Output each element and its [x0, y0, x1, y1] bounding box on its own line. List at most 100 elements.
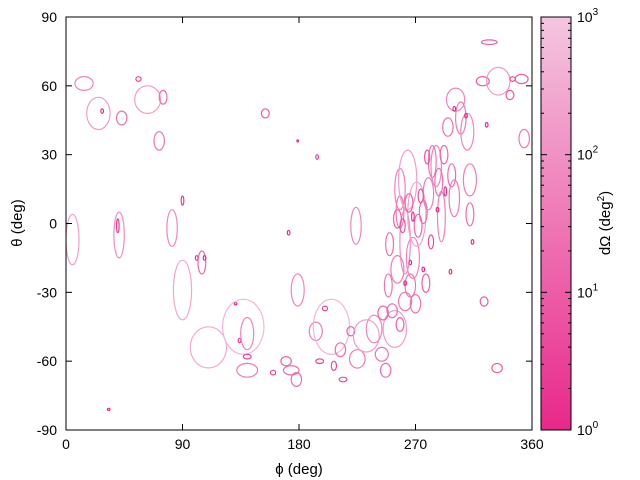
error-ellipse-81 — [452, 105, 457, 112]
error-ellipse-80 — [464, 112, 468, 119]
error-ellipse-49 — [386, 303, 398, 319]
x-axis: 0 90 180 270 360 — [62, 17, 544, 452]
error-ellipse-56 — [399, 209, 411, 275]
error-ellipse-77 — [460, 112, 475, 151]
error-ellipse-5 — [115, 110, 128, 126]
error-ellipse-9 — [134, 85, 162, 114]
error-ellipse-103 — [443, 186, 448, 197]
error-ellipse-22 — [240, 316, 255, 351]
error-ellipse-64 — [409, 293, 422, 314]
error-ellipse-30 — [290, 372, 303, 388]
x-tick-label: 180 — [287, 436, 311, 452]
error-ellipse-70 — [434, 167, 444, 197]
error-ellipse-85 — [480, 39, 498, 46]
y-tick-label: -60 — [37, 353, 57, 369]
error-ellipse-58 — [407, 181, 427, 248]
error-ellipse-4 — [106, 407, 111, 412]
error-ellipse-11 — [153, 131, 165, 151]
y-axis-label: θ (deg) — [9, 199, 26, 247]
error-ellipse-97 — [427, 234, 435, 250]
error-ellipse-12 — [166, 209, 178, 248]
error-ellipse-29 — [282, 365, 300, 376]
error-ellipse-101 — [408, 259, 413, 266]
error-ellipse-100 — [377, 305, 389, 321]
error-ellipse-59 — [404, 193, 414, 213]
ellipse-layer — [66, 39, 530, 412]
x-tick-label: 0 — [62, 436, 70, 452]
error-ellipse-48 — [382, 310, 408, 349]
error-ellipse-34 — [315, 358, 325, 365]
y-tick-label: 60 — [41, 78, 57, 94]
error-ellipse-67 — [424, 149, 431, 165]
error-ellipse-37 — [321, 305, 329, 312]
error-ellipse-63 — [398, 291, 413, 312]
error-ellipse-74 — [448, 179, 461, 218]
error-ellipse-71 — [439, 144, 449, 165]
colorbar-axis: 103 102 101 100 — [541, 7, 599, 438]
error-ellipse-82 — [470, 238, 475, 245]
error-ellipse-1 — [74, 75, 94, 91]
x-axis-label: ϕ (deg) — [275, 461, 323, 478]
error-ellipse-102 — [435, 206, 440, 213]
error-ellipse-26 — [269, 369, 277, 376]
error-ellipse-92 — [518, 128, 530, 149]
error-ellipse-38 — [330, 360, 338, 371]
error-ellipse-79 — [465, 202, 475, 227]
colorbar — [541, 17, 571, 430]
error-ellipse-98 — [421, 273, 431, 293]
error-ellipse-106 — [448, 268, 453, 275]
error-ellipse-40 — [338, 376, 348, 383]
x-tick-label: 90 — [175, 436, 191, 452]
error-ellipse-50 — [383, 273, 393, 298]
error-ellipse-54 — [394, 167, 406, 211]
error-ellipse-39 — [334, 342, 347, 358]
error-ellipse-57 — [405, 236, 420, 280]
colorbar-tick-label: 102 — [577, 145, 599, 163]
error-ellipse-7 — [113, 211, 125, 259]
error-ellipse-0 — [66, 213, 80, 266]
colorbar-tick-label: 100 — [577, 420, 599, 438]
error-ellipse-87 — [491, 362, 503, 374]
error-ellipse-25 — [260, 108, 270, 119]
error-ellipse-73 — [447, 163, 457, 188]
error-ellipse-78 — [462, 163, 477, 197]
error-ellipse-60 — [413, 213, 423, 238]
error-ellipse-94 — [399, 218, 406, 234]
y-tick-label: 0 — [49, 216, 57, 232]
error-ellipse-84 — [484, 121, 489, 128]
error-ellipse-32 — [290, 273, 305, 307]
error-ellipse-96 — [411, 211, 415, 222]
error-ellipse-21 — [222, 298, 265, 355]
error-ellipse-52 — [385, 232, 395, 257]
error-ellipse-18 — [189, 326, 228, 369]
error-ellipse-28 — [286, 229, 291, 236]
error-ellipse-33 — [315, 154, 320, 160]
colorbar-tick-label: 101 — [577, 282, 599, 300]
error-ellipse-105 — [403, 280, 408, 287]
error-ellipse-19 — [233, 302, 238, 306]
error-ellipse-89 — [505, 89, 515, 101]
colorbar-frame — [540, 16, 572, 431]
colorbar-label: dΩ (deg2) — [596, 191, 614, 255]
error-ellipse-6 — [115, 218, 120, 234]
error-ellipse-86 — [479, 296, 489, 307]
error-ellipse-91 — [514, 73, 529, 85]
error-ellipse-104 — [421, 266, 426, 273]
error-ellipse-17 — [202, 254, 207, 261]
error-ellipse-27 — [280, 356, 292, 367]
error-ellipse-2 — [86, 96, 111, 131]
y-tick-label: 30 — [41, 147, 57, 163]
error-ellipse-23 — [236, 362, 259, 378]
error-ellipse-31 — [296, 139, 300, 143]
error-ellipse-8 — [135, 76, 142, 82]
error-ellipse-51 — [390, 254, 405, 284]
error-ellipse-42 — [346, 326, 356, 337]
error-ellipse-72 — [442, 117, 454, 137]
error-ellipse-14 — [180, 195, 185, 206]
error-ellipse-13 — [172, 259, 193, 321]
error-ellipse-10 — [158, 89, 168, 105]
y-tick-label: 90 — [41, 9, 57, 25]
error-ellipse-43 — [348, 349, 366, 369]
y-tick-label: -30 — [37, 284, 57, 300]
error-ellipse-3 — [100, 108, 105, 114]
